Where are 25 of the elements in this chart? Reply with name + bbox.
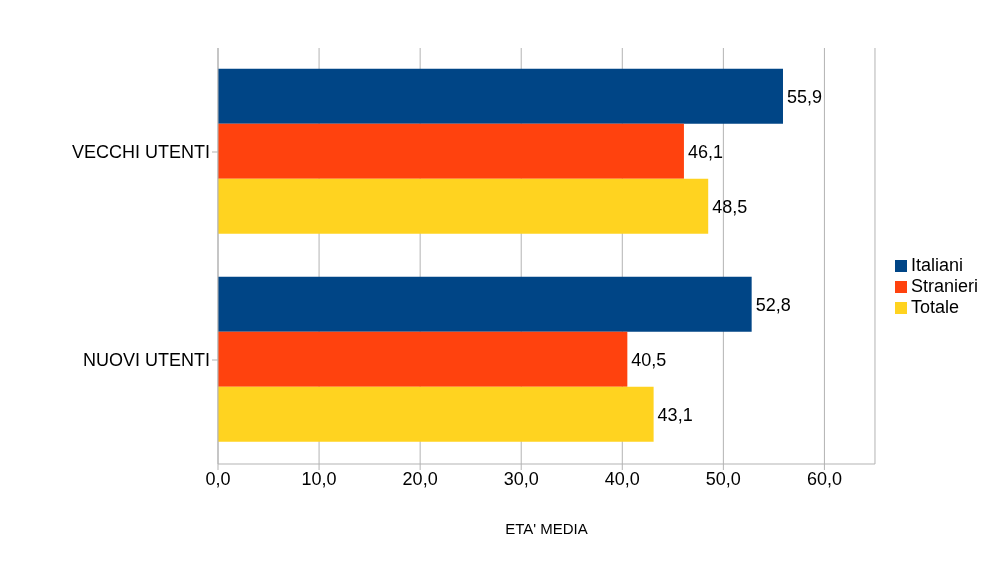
data-label: 55,9 [786,86,823,107]
data-label: 40,5 [631,349,667,370]
legend-label: Italiani [910,254,963,275]
bar [218,331,628,387]
bar [218,178,709,234]
bar [218,68,783,124]
data-label: 43,1 [657,404,693,425]
x-tick-label: 50,0 [705,468,741,489]
x-tick-label: 20,0 [402,468,438,489]
bar [218,123,684,179]
y-tick-label: VECCHI UTENTI [71,142,210,163]
x-tick-label: 0,0 [205,468,231,489]
legend-label: Stranieri [910,275,978,296]
x-tick-label: 60,0 [806,468,842,489]
data-label: 48,5 [712,196,748,217]
x-tick-label: 40,0 [604,468,640,489]
bar [218,276,752,332]
data-label: 52,8 [755,294,791,315]
data-label: 46,1 [687,141,723,162]
legend-label: Totale [910,296,960,317]
y-tick-label: NUOVI UTENTI [82,350,210,371]
x-axis-title: ETA' MEDIA [505,520,588,537]
x-tick-label: 10,0 [301,468,337,489]
x-tick-label: 30,0 [503,468,539,489]
bar [218,386,654,442]
